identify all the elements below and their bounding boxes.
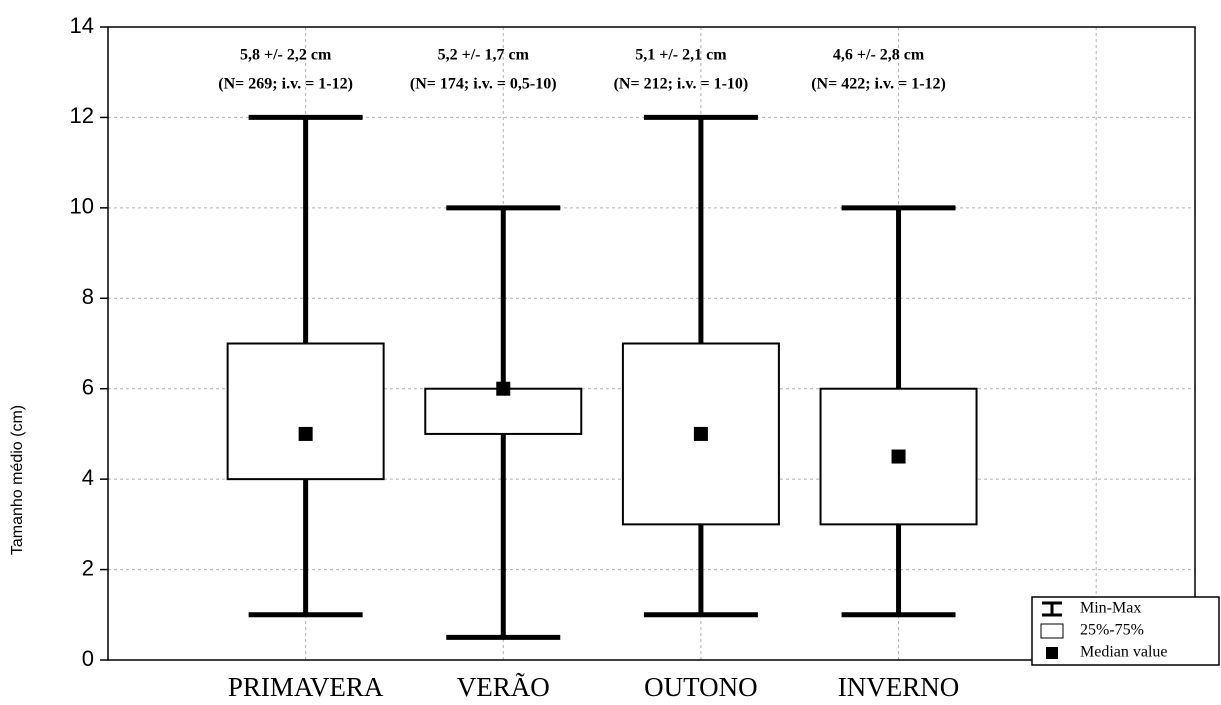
legend-symbol [1046, 647, 1058, 659]
legend-symbol [1040, 623, 1064, 639]
y-tick-label: 8 [82, 284, 94, 309]
x-tick-label: INVERNO [838, 672, 960, 702]
x-tick-label: OUTONO [644, 672, 758, 702]
box [226, 342, 385, 481]
legend-label: Min-Max [1080, 600, 1141, 617]
median [298, 426, 313, 441]
y-tick-label: 6 [82, 375, 94, 400]
y-tick-label: 10 [70, 194, 94, 219]
box [424, 387, 583, 435]
y-tick-label: 14 [70, 13, 94, 38]
x-tick-label: VERÃO [457, 672, 550, 702]
median [496, 381, 511, 396]
annotation: (N= 269; i.v. = 1-12) [218, 76, 353, 93]
y-axis-label: Tamanho médio (cm) [9, 405, 26, 555]
y-tick-label: 2 [82, 555, 94, 580]
annotation: (N= 422; i.v. = 1-12) [811, 76, 946, 93]
legend-label: Median value [1080, 644, 1168, 661]
plot-frame [107, 26, 1196, 661]
y-tick-label: 4 [82, 465, 94, 490]
annotation: 5,8 +/- 2,2 cm [240, 47, 332, 64]
annotation: 5,1 +/- 2,1 cm [635, 47, 727, 64]
legend-label: 25%-75% [1080, 622, 1144, 639]
annotation: 4,6 +/- 2,8 cm [833, 47, 925, 64]
median [693, 426, 708, 441]
annotation: 5,2 +/- 1,7 cm [438, 47, 530, 64]
y-tick-label: 12 [70, 103, 94, 128]
y-tick-label: 0 [82, 646, 94, 671]
median [891, 449, 906, 464]
annotation: (N= 174; i.v. = 0,5-10) [410, 76, 557, 93]
x-tick-label: PRIMAVERA [228, 672, 384, 702]
annotation: (N= 212; i.v. = 1-10) [614, 76, 749, 93]
